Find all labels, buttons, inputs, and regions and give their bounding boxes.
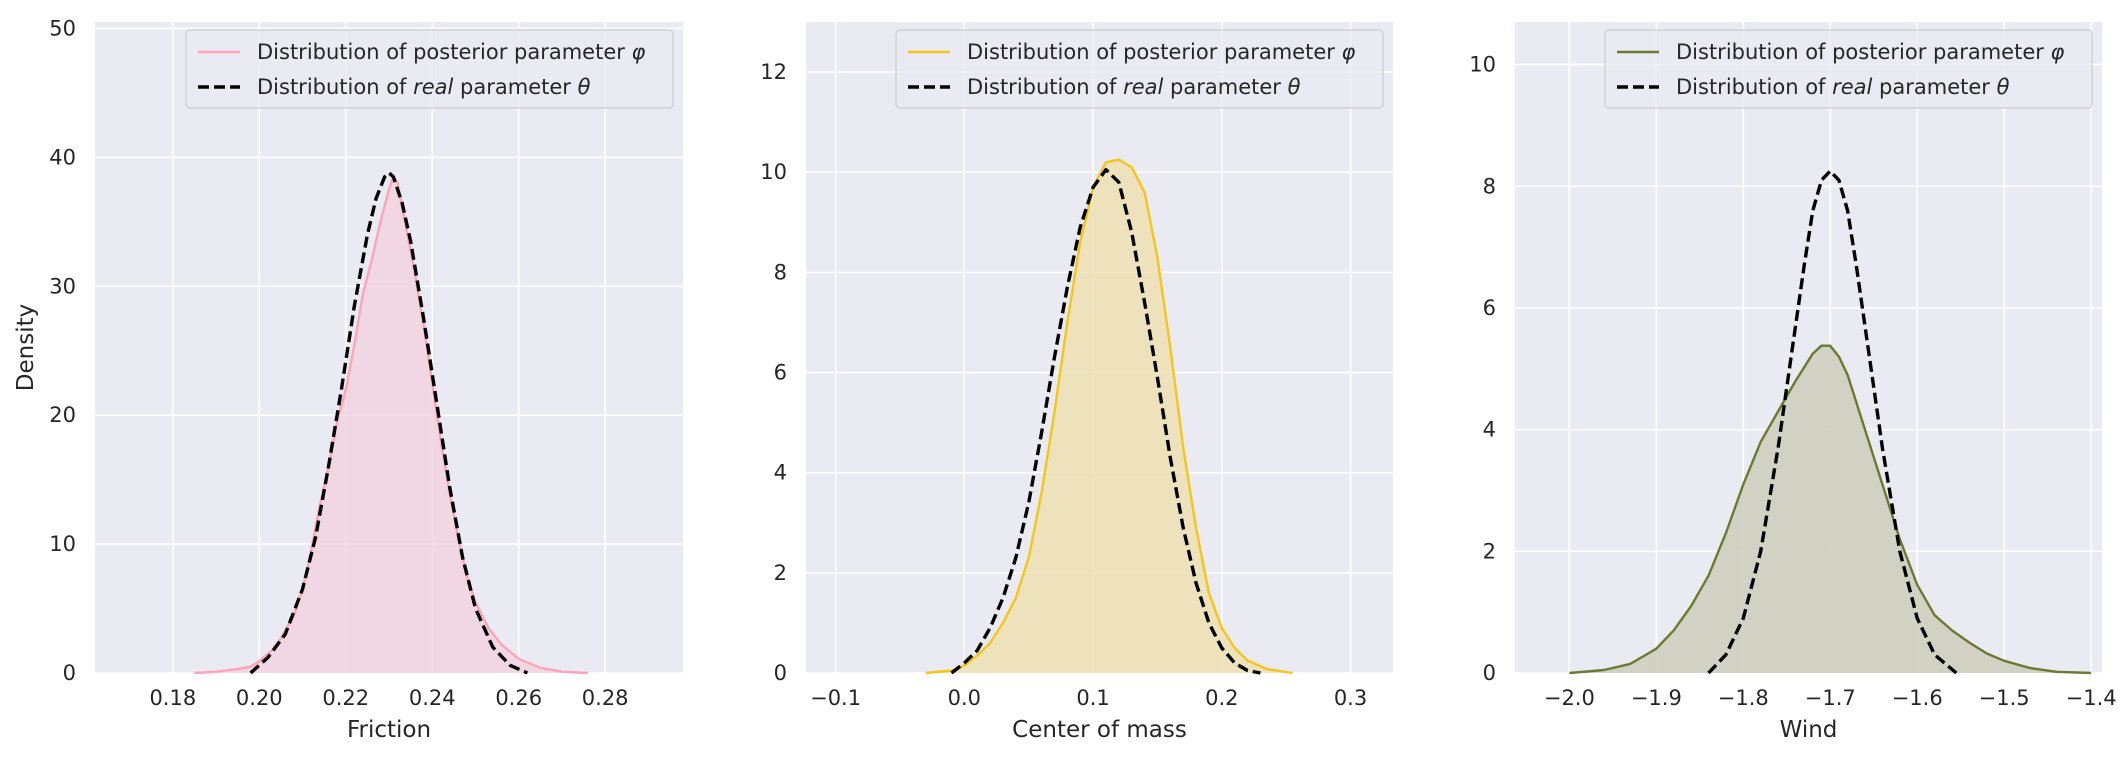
x-tick-label: 0.0 xyxy=(948,686,981,710)
legend-box xyxy=(1604,29,2093,109)
y-tick-label: 4 xyxy=(774,461,787,485)
x-tick-label: −1.6 xyxy=(1892,686,1943,710)
x-tick-label: 0.22 xyxy=(322,686,369,710)
chart-panel-2: −0.1 0.0 0.1 0.2 0.3 0 2 4 6 8 10 12 Center of mass D… xyxy=(760,22,1393,743)
chart-panel-3: −2.0 −1.9 −1.8 −1.7 −1.6 −1.5 −1.4 0 2 4 6 8 10 Wind D… xyxy=(1469,22,2117,743)
chart-panel-1: 0.18 0.20 0.22 0.24 0.26 0.28 0 10 20 30 40 50 Frict… xyxy=(13,16,683,743)
x-tick-label: 0.28 xyxy=(582,686,629,710)
y-tick-label: 8 xyxy=(1483,174,1496,198)
x-tick-label: 0.18 xyxy=(149,686,196,710)
real-parameter-line xyxy=(1707,169,1958,675)
legend-label: Distribution of real parameter θ xyxy=(257,75,591,99)
legend-label: Distribution of posterior parameter φ xyxy=(1676,40,2065,64)
x-axis-label: Friction xyxy=(347,717,431,743)
y-tick-label: 0 xyxy=(1483,661,1496,685)
y-tick-label: 8 xyxy=(774,260,787,284)
legend: Distribution of posterior parameter φ Dis… xyxy=(185,29,674,109)
y-axis-label: Density xyxy=(13,304,39,391)
y-tick-label: 10 xyxy=(49,532,76,556)
y-tick-label: 4 xyxy=(1483,418,1496,442)
y-tick-label: 10 xyxy=(760,160,787,184)
x-axis-label: Wind xyxy=(1780,717,1838,743)
real-parameter-line xyxy=(249,171,529,675)
x-tick-label: −1.5 xyxy=(1979,686,2030,710)
posterior-area xyxy=(194,176,588,673)
legend-box xyxy=(895,29,1384,109)
x-tick-label: 0.3 xyxy=(1334,686,1367,710)
y-tick-label: 6 xyxy=(774,361,787,385)
posterior-area xyxy=(925,159,1293,673)
x-tick-label: 0.1 xyxy=(1076,686,1109,710)
x-tick-label: −1.9 xyxy=(1631,686,1682,710)
y-tick-label: 0 xyxy=(63,661,76,685)
y-tick-label: 2 xyxy=(1483,539,1496,563)
legend-label: Distribution of real parameter θ xyxy=(967,75,1301,99)
y-tick-label: 20 xyxy=(49,403,76,427)
y-tick-label: 12 xyxy=(760,60,787,84)
x-tick-label: −1.7 xyxy=(1805,686,1856,710)
legend: Distribution of posterior parameter φ Dis… xyxy=(1604,29,2093,109)
y-tick-label: 6 xyxy=(1483,296,1496,320)
x-tick-label: 0.2 xyxy=(1205,686,1238,710)
posterior-line xyxy=(194,175,588,675)
x-tick-label: −1.8 xyxy=(1718,686,1769,710)
legend-label: Distribution of posterior parameter φ xyxy=(967,40,1356,64)
posterior-line xyxy=(1569,344,2092,675)
y-tick-label: 50 xyxy=(49,16,76,40)
x-tick-label: −2.0 xyxy=(1544,686,1595,710)
legend-label: Distribution of posterior parameter φ xyxy=(257,40,646,64)
posterior-line xyxy=(925,158,1293,675)
y-tick-label: 40 xyxy=(49,145,76,169)
x-tick-label: 0.20 xyxy=(236,686,283,710)
legend-box xyxy=(185,29,674,109)
y-tick-label: 30 xyxy=(49,274,76,298)
legend-label: Distribution of real parameter θ xyxy=(1676,75,2010,99)
x-tick-label: −1.4 xyxy=(2066,686,2117,710)
x-tick-label: 0.24 xyxy=(409,686,456,710)
y-tick-label: 10 xyxy=(1469,53,1496,77)
y-tick-label: 2 xyxy=(774,561,787,585)
legend: Distribution of posterior parameter φ Dis… xyxy=(895,29,1384,109)
x-tick-label: 0.26 xyxy=(495,686,542,710)
x-tick-label: −0.1 xyxy=(810,686,861,710)
real-parameter-line xyxy=(950,168,1261,675)
y-tick-label: 0 xyxy=(774,661,787,685)
x-axis-label: Center of mass xyxy=(1012,717,1187,743)
